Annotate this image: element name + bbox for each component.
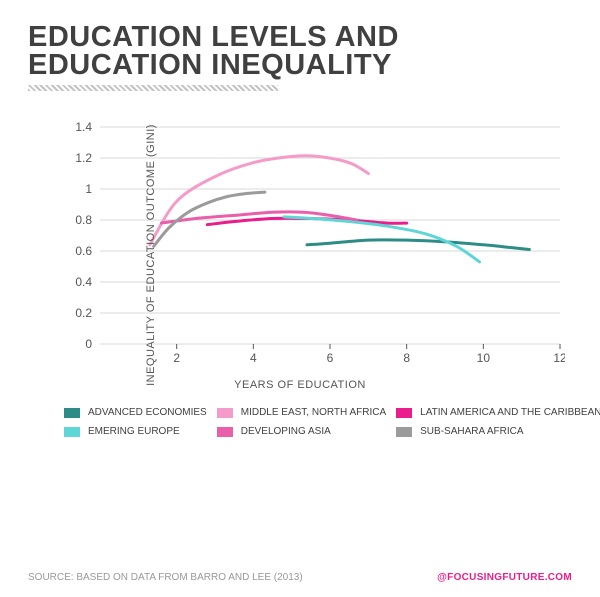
title-rule <box>28 85 278 91</box>
x-axis-label: YEARS OF EDUCATION <box>28 379 572 391</box>
chart-title: EDUCATION LEVELS AND EDUCATION INEQUALIT… <box>28 24 572 79</box>
handle-text: @FOCUSINGFUTURE.COM <box>437 572 572 583</box>
legend-swatch <box>217 408 233 418</box>
svg-text:0.8: 0.8 <box>75 213 92 227</box>
series-0 <box>307 240 529 250</box>
svg-text:0.2: 0.2 <box>75 306 92 320</box>
legend-item-1: MIDDLE EAST, NORTH AFRICA <box>217 407 386 418</box>
title-line-1: EDUCATION LEVELS AND <box>28 24 572 52</box>
legend-swatch <box>396 427 412 437</box>
legend-item-4: DEVELOPING ASIA <box>217 426 386 437</box>
title-line-2: EDUCATION INEQUALITY <box>28 52 572 80</box>
series-1 <box>150 156 369 245</box>
legend-item-5: SUB-SAHARA AFRICA <box>396 426 600 437</box>
legend-label: ADVANCED ECONOMIES <box>88 407 207 418</box>
svg-text:0: 0 <box>85 337 92 351</box>
svg-text:1: 1 <box>85 182 92 196</box>
legend-label: MIDDLE EAST, NORTH AFRICA <box>241 407 386 418</box>
legend-swatch <box>396 408 412 418</box>
plot-area: INEQUALITY OF EDUCATION OUTCOME (GINI) 0… <box>28 119 572 391</box>
legend-label: SUB-SAHARA AFRICA <box>420 426 523 437</box>
svg-text:1.2: 1.2 <box>75 151 92 165</box>
legend-swatch <box>217 427 233 437</box>
legend-item-0: ADVANCED ECONOMIES <box>64 407 207 418</box>
source-text: SOURCE: BASED ON DATA FROM BARRO AND LEE… <box>28 572 303 583</box>
legend: ADVANCED ECONOMIES MIDDLE EAST, NORTH AFR… <box>64 407 572 437</box>
svg-text:2: 2 <box>173 351 180 365</box>
legend-label: LATIN AMERICA AND THE CARIBBEAN <box>420 407 600 418</box>
svg-text:4: 4 <box>250 351 257 365</box>
svg-text:0.6: 0.6 <box>75 244 92 258</box>
legend-label: EMERING EUROPE <box>88 426 180 437</box>
svg-text:6: 6 <box>327 351 334 365</box>
svg-text:0.4: 0.4 <box>75 275 92 289</box>
legend-item-3: EMERING EUROPE <box>64 426 207 437</box>
legend-swatch <box>64 408 80 418</box>
y-axis-label: INEQUALITY OF EDUCATION OUTCOME (GINI) <box>145 124 157 386</box>
svg-text:10: 10 <box>477 351 491 365</box>
legend-item-2: LATIN AMERICA AND THE CARIBBEAN <box>396 407 600 418</box>
svg-text:12: 12 <box>553 351 565 365</box>
line-chart: 0 0.2 0.4 0.6 0.8 1 1.2 1.4 2 4 6 8 10 12 <box>60 119 565 369</box>
legend-swatch <box>64 427 80 437</box>
svg-text:1.4: 1.4 <box>75 120 92 134</box>
svg-text:8: 8 <box>403 351 410 365</box>
footer: SOURCE: BASED ON DATA FROM BARRO AND LEE… <box>28 572 572 583</box>
legend-label: DEVELOPING ASIA <box>241 426 331 437</box>
